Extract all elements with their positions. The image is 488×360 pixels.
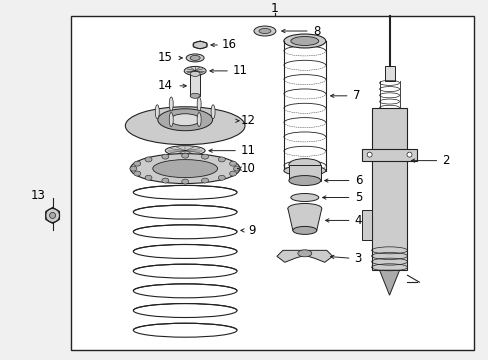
Ellipse shape: [170, 114, 200, 126]
Text: 4: 4: [354, 214, 362, 227]
Bar: [361, 211, 371, 240]
Ellipse shape: [130, 166, 137, 171]
Ellipse shape: [292, 226, 316, 234]
Text: 1: 1: [270, 1, 278, 15]
Ellipse shape: [162, 178, 168, 183]
Ellipse shape: [134, 161, 141, 166]
Ellipse shape: [233, 166, 240, 171]
Ellipse shape: [186, 54, 203, 62]
Ellipse shape: [190, 93, 200, 98]
Ellipse shape: [130, 154, 240, 184]
Ellipse shape: [45, 208, 60, 222]
Ellipse shape: [201, 154, 208, 159]
Text: 9: 9: [247, 224, 255, 237]
Text: 11: 11: [241, 144, 256, 157]
Text: 6: 6: [354, 174, 362, 187]
Bar: [190, 74, 200, 96]
Ellipse shape: [297, 250, 311, 257]
Polygon shape: [287, 208, 321, 230]
Text: 16: 16: [222, 39, 237, 51]
Ellipse shape: [162, 154, 168, 159]
Ellipse shape: [287, 203, 321, 213]
Ellipse shape: [155, 105, 159, 119]
Polygon shape: [276, 250, 332, 262]
Ellipse shape: [182, 153, 188, 158]
Ellipse shape: [201, 178, 208, 183]
Ellipse shape: [145, 157, 152, 162]
Text: 14: 14: [157, 79, 172, 93]
Text: 2: 2: [442, 154, 449, 167]
Ellipse shape: [366, 152, 371, 157]
Ellipse shape: [290, 194, 318, 202]
Ellipse shape: [288, 176, 320, 185]
Text: 10: 10: [241, 162, 255, 175]
Ellipse shape: [259, 28, 270, 33]
Ellipse shape: [211, 105, 215, 119]
Bar: [288, 165, 320, 181]
Ellipse shape: [165, 146, 204, 156]
Ellipse shape: [169, 97, 173, 111]
Ellipse shape: [182, 179, 188, 184]
Ellipse shape: [218, 175, 225, 180]
Ellipse shape: [284, 34, 325, 48]
Ellipse shape: [193, 41, 207, 49]
Ellipse shape: [158, 109, 212, 131]
Bar: [70, 16, 473, 350]
Text: 8: 8: [312, 24, 320, 37]
Ellipse shape: [190, 55, 200, 60]
Ellipse shape: [253, 26, 275, 36]
Bar: [361, 149, 417, 161]
Ellipse shape: [184, 66, 206, 75]
Ellipse shape: [229, 171, 236, 176]
Ellipse shape: [284, 166, 325, 176]
Ellipse shape: [197, 113, 201, 126]
Ellipse shape: [406, 152, 411, 157]
Text: 15: 15: [157, 51, 172, 64]
Text: 3: 3: [354, 252, 361, 265]
Bar: [371, 108, 407, 270]
Ellipse shape: [145, 175, 152, 180]
Ellipse shape: [288, 159, 320, 171]
Ellipse shape: [125, 107, 244, 145]
Ellipse shape: [134, 171, 141, 176]
Text: 12: 12: [241, 114, 256, 127]
Text: 5: 5: [354, 191, 361, 204]
Polygon shape: [379, 270, 399, 295]
Ellipse shape: [49, 212, 56, 219]
Text: 11: 11: [233, 64, 247, 77]
Ellipse shape: [229, 161, 236, 166]
Text: 7: 7: [352, 89, 360, 102]
Ellipse shape: [218, 157, 225, 162]
Ellipse shape: [197, 97, 201, 111]
Ellipse shape: [152, 159, 217, 177]
Bar: [384, 66, 394, 81]
Ellipse shape: [169, 113, 173, 126]
Ellipse shape: [290, 36, 318, 45]
Ellipse shape: [190, 71, 200, 76]
Text: 13: 13: [31, 189, 45, 202]
